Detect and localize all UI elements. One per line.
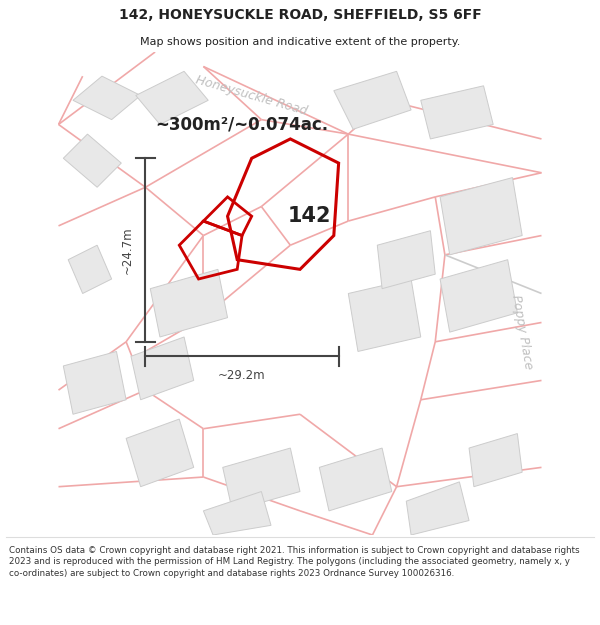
Text: Poppy Place: Poppy Place	[509, 294, 535, 371]
Polygon shape	[131, 337, 194, 400]
Text: ~29.2m: ~29.2m	[218, 369, 266, 382]
Text: ~300m²/~0.074ac.: ~300m²/~0.074ac.	[155, 116, 328, 134]
Polygon shape	[377, 231, 435, 289]
Polygon shape	[440, 260, 517, 332]
Polygon shape	[348, 279, 421, 351]
Polygon shape	[469, 434, 522, 487]
Text: Map shows position and indicative extent of the property.: Map shows position and indicative extent…	[140, 37, 460, 47]
Text: 142: 142	[288, 206, 331, 226]
Polygon shape	[64, 134, 121, 188]
Polygon shape	[319, 448, 392, 511]
Polygon shape	[203, 491, 271, 535]
Polygon shape	[73, 76, 140, 119]
Polygon shape	[64, 351, 126, 414]
Text: Honeysuckle Road: Honeysuckle Road	[194, 73, 309, 118]
Text: ~24.7m: ~24.7m	[121, 226, 133, 274]
Polygon shape	[421, 86, 493, 139]
Text: 142, HONEYSUCKLE ROAD, SHEFFIELD, S5 6FF: 142, HONEYSUCKLE ROAD, SHEFFIELD, S5 6FF	[119, 8, 481, 21]
Polygon shape	[223, 448, 300, 511]
Polygon shape	[440, 177, 522, 255]
Text: Contains OS data © Crown copyright and database right 2021. This information is : Contains OS data © Crown copyright and d…	[9, 546, 580, 578]
Polygon shape	[406, 482, 469, 535]
Polygon shape	[150, 269, 227, 337]
Polygon shape	[136, 71, 208, 124]
Polygon shape	[68, 245, 112, 294]
Polygon shape	[334, 71, 411, 129]
Polygon shape	[126, 419, 194, 487]
